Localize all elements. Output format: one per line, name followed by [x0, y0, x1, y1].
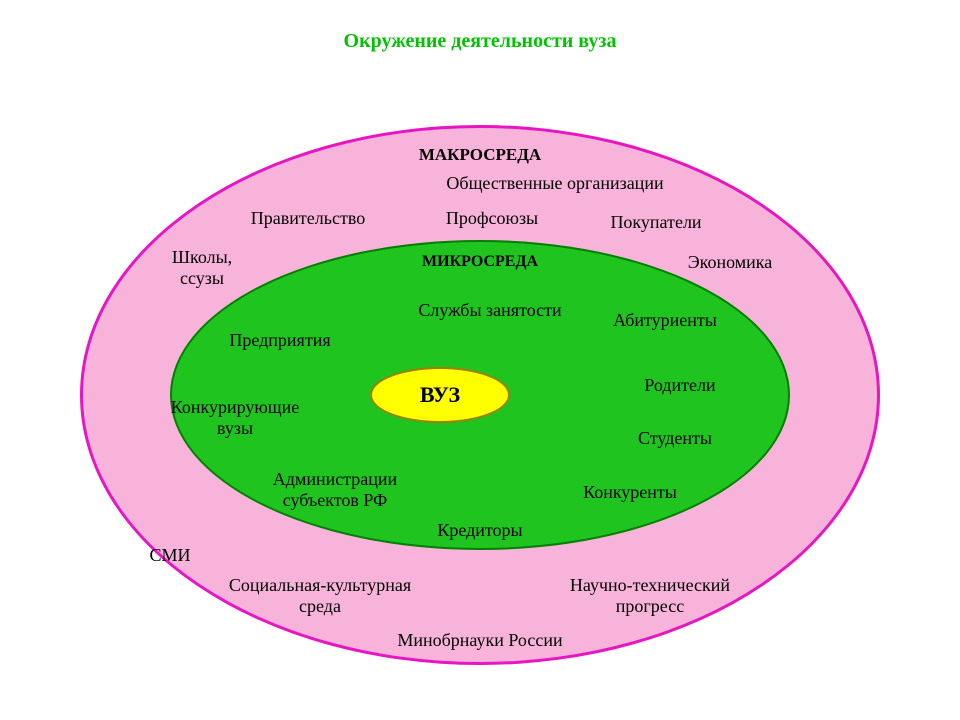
micro-label-2: Предприятия	[229, 330, 330, 351]
macro-label-9: Минобрнауки России	[397, 630, 562, 651]
micro-label-3: Родители	[644, 375, 715, 396]
micro-label-1: Абитуриенты	[613, 310, 717, 331]
diagram-title: Окружение деятельности вуза	[0, 30, 960, 53]
micro-label-7: Конкуренты	[583, 482, 677, 503]
macro-label-1: Правительство	[251, 208, 365, 229]
micro-label-4: Конкурирующие вузы	[171, 397, 300, 438]
macroenvironment-header: МАКРОСРЕДА	[419, 145, 541, 165]
macro-label-6: СМИ	[149, 545, 190, 566]
macro-label-0: Общественные организации	[446, 173, 663, 194]
macro-label-4: Школы, ссузы	[172, 247, 232, 288]
macro-label-2: Профсоюзы	[446, 208, 538, 229]
micro-label-8: Кредиторы	[437, 520, 522, 541]
micro-label-6: Администрации субъектов РФ	[273, 469, 397, 510]
core-vuz-label: ВУЗ	[420, 382, 460, 407]
macro-label-3: Покупатели	[610, 212, 701, 233]
macro-label-5: Экономика	[688, 252, 773, 273]
macro-label-7: Социальная-культурная среда	[229, 575, 411, 616]
micro-label-0: Службы занятости	[418, 300, 561, 321]
micro-label-5: Студенты	[638, 428, 712, 449]
microenvironment-header: МИКРОСРЕДА	[422, 253, 538, 271]
macro-label-8: Научно-технический прогресс	[570, 575, 730, 616]
